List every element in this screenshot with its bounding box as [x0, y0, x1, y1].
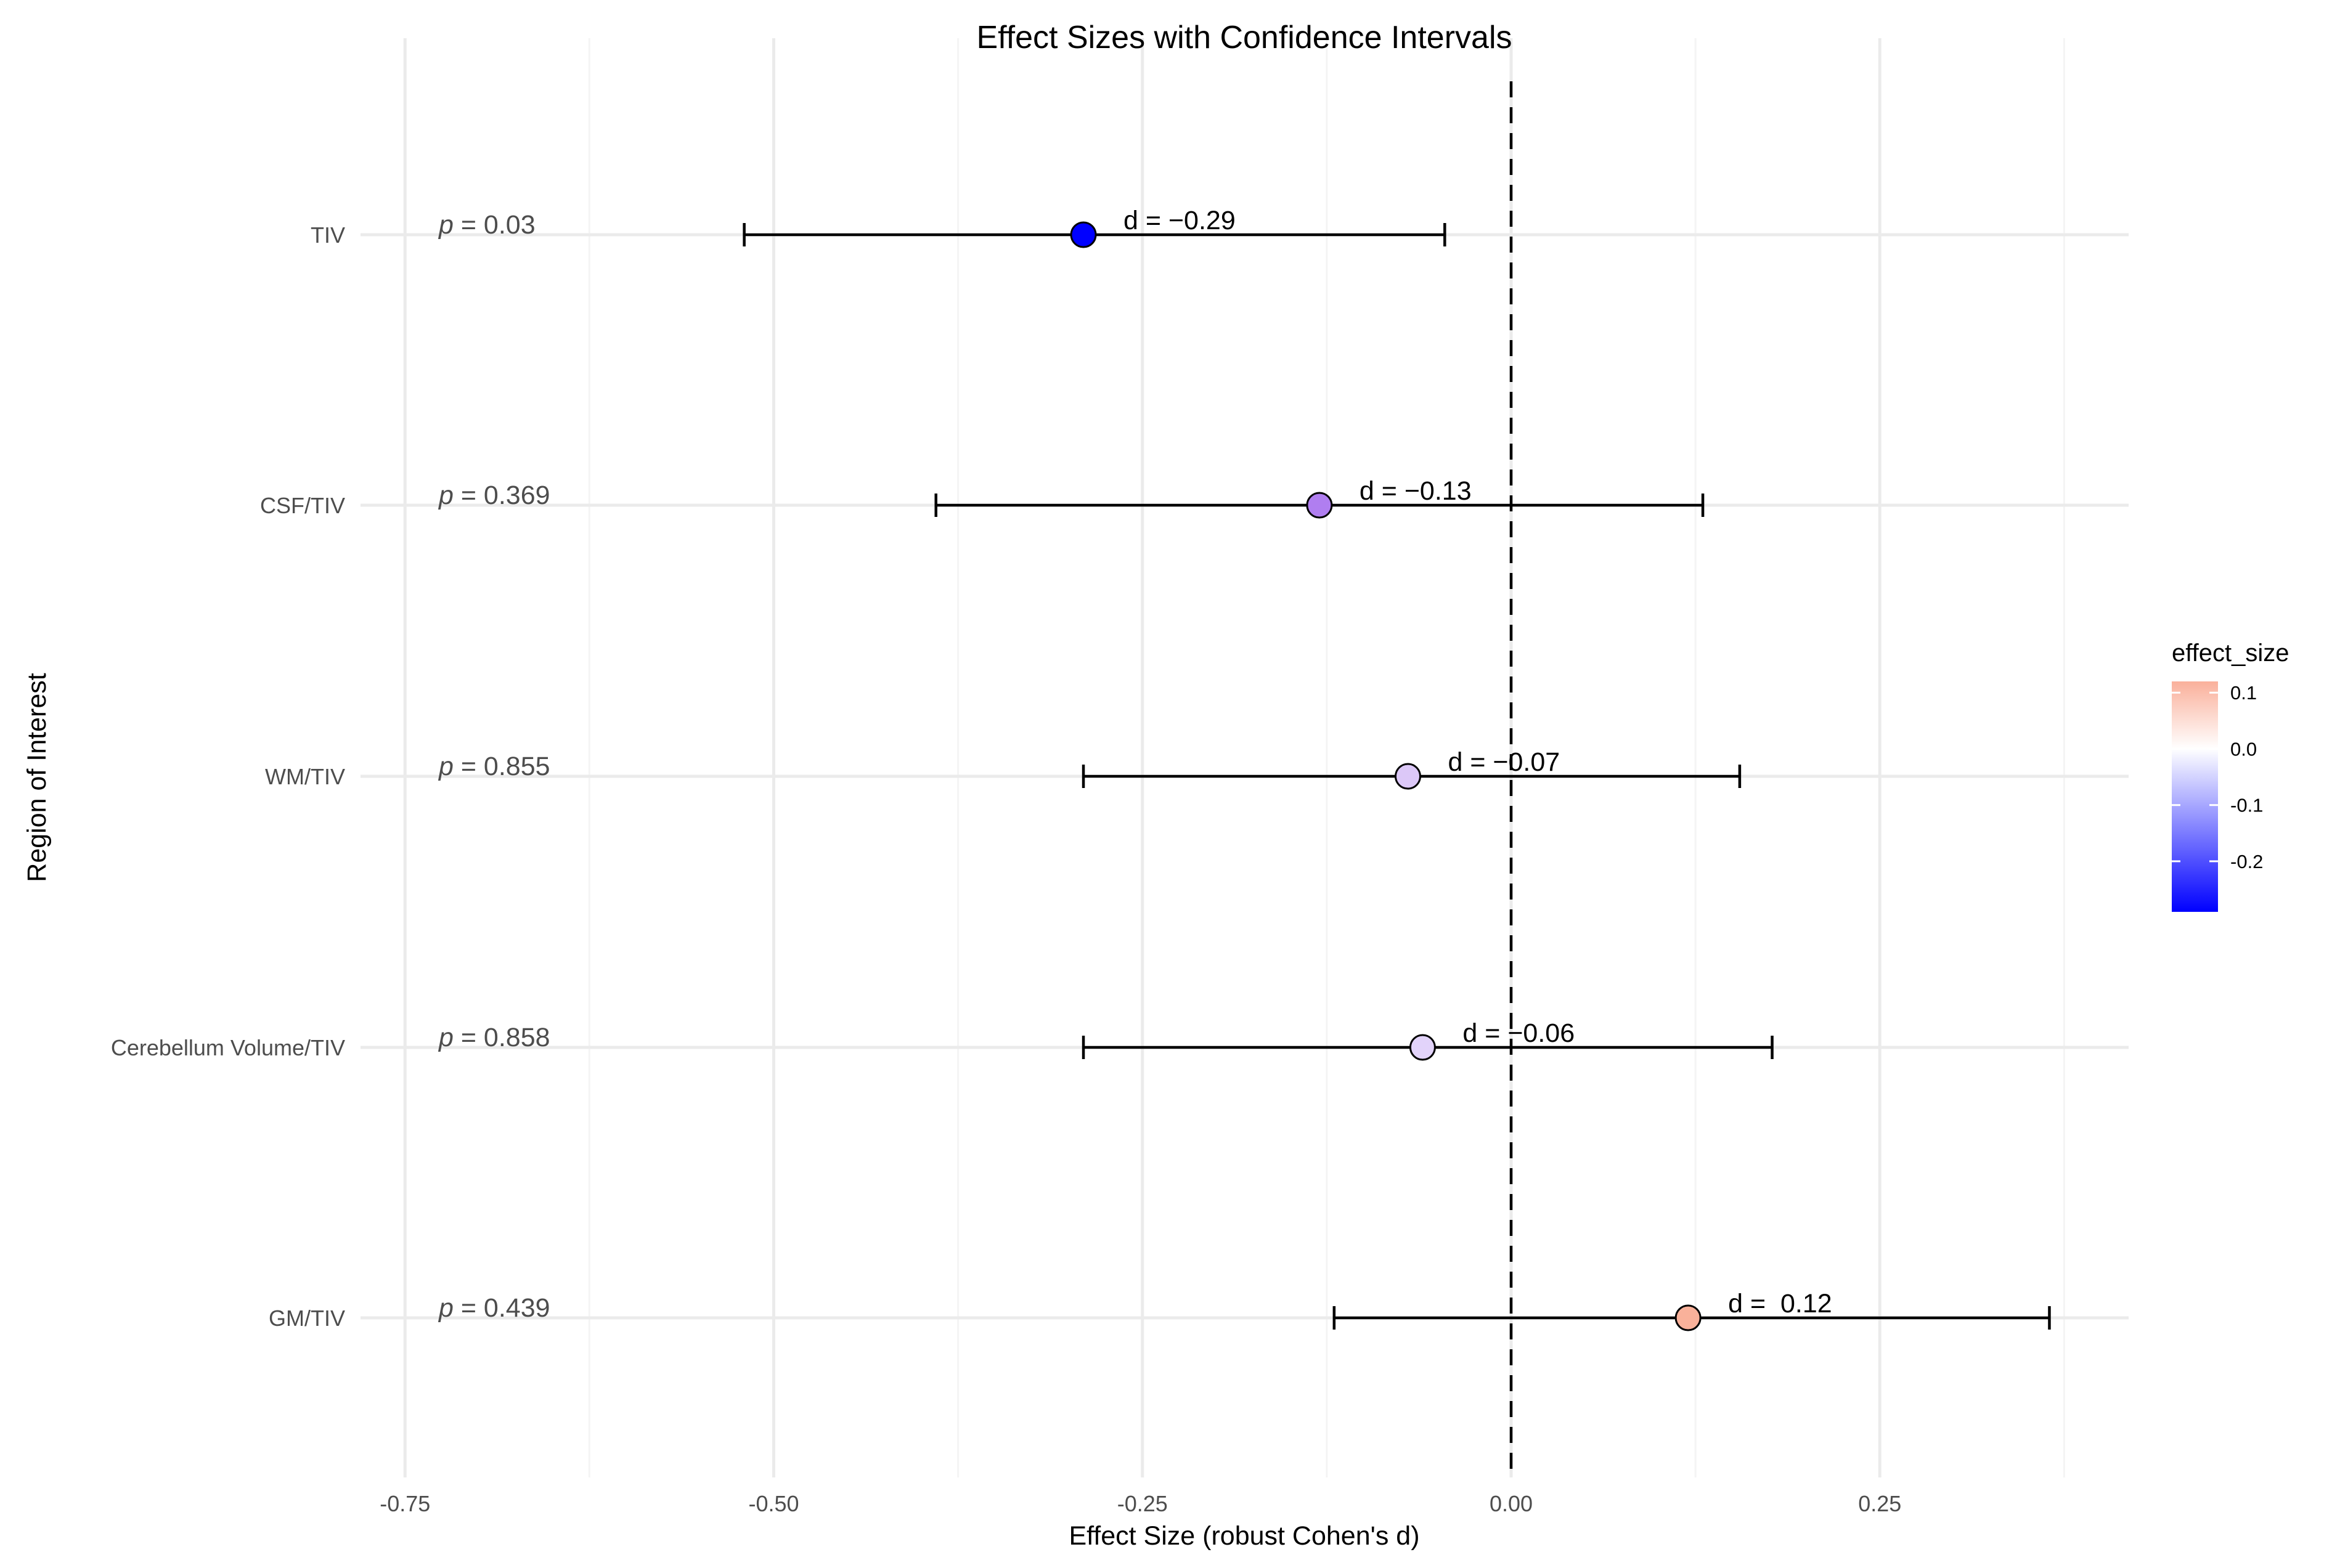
effect-label: d = 0.12: [1728, 1289, 1832, 1318]
row-tiv: d = −0.29 p = 0.03: [438, 206, 1446, 248]
row-cerebellum-volume-tiv: d = −0.06 p = 0.858: [438, 1018, 1774, 1061]
x-tick-label: 0.25: [1858, 1491, 1901, 1516]
row-wm-tiv: d = −0.07 p = 0.855: [438, 747, 1742, 790]
y-tick-label: TIV: [311, 222, 345, 248]
effect-point: [1409, 1034, 1436, 1061]
p-symbol: p: [438, 752, 454, 781]
row-gm-tiv: d = 0.12 p = 0.439: [438, 1289, 2051, 1331]
effect-label: d = −0.29: [1123, 206, 1236, 235]
legend-break-label: -0.2: [2230, 851, 2263, 872]
y-axis-title: Region of Interest: [22, 673, 52, 882]
y-tick-label: GM/TIV: [269, 1306, 345, 1331]
x-tick-label: -0.75: [380, 1491, 430, 1516]
p-symbol: p: [438, 210, 454, 240]
p-symbol: p: [438, 1023, 454, 1052]
effect-point: [1394, 763, 1421, 790]
p-value: = 0.369: [454, 481, 550, 510]
effect-label: d = −0.07: [1448, 747, 1560, 777]
y-tick-label: WM/TIV: [265, 764, 345, 789]
legend-break-label: 0.1: [2230, 682, 2257, 704]
legend: effect_size 0.1 0.0 -0.1 -0.2: [2172, 640, 2289, 912]
p-value-label: p = 0.369: [438, 481, 550, 510]
p-value: = 0.439: [454, 1293, 550, 1323]
effect-point: [1070, 221, 1097, 248]
y-tick-label: CSF/TIV: [260, 493, 345, 518]
legend-title: effect_size: [2172, 640, 2289, 667]
p-value: = 0.855: [454, 752, 550, 781]
legend-break-label: -0.1: [2230, 795, 2263, 816]
chart-title: Effect Sizes with Confidence Intervals: [976, 20, 1512, 55]
x-tick-label: -0.25: [1117, 1491, 1168, 1516]
legend-colorbar: [2172, 681, 2218, 912]
p-value-label: p = 0.855: [438, 752, 550, 781]
p-symbol: p: [438, 1293, 454, 1323]
x-axis-title: Effect Size (robust Cohen's d): [1069, 1521, 1419, 1551]
legend-breaks: 0.1 0.0 -0.1 -0.2: [2172, 682, 2263, 872]
legend-break-label: 0.0: [2230, 738, 2257, 760]
effect-label: d = −0.13: [1360, 476, 1472, 506]
p-value-label: p = 0.439: [438, 1293, 550, 1323]
p-value-label: p = 0.03: [438, 210, 536, 240]
x-axis-ticks: -0.75 -0.50 -0.25 0.00 0.25: [380, 1491, 1901, 1516]
p-value-label: p = 0.858: [438, 1023, 550, 1052]
y-tick-label: Cerebellum Volume/TIV: [111, 1035, 345, 1060]
x-tick-label: 0.00: [1490, 1491, 1533, 1516]
effect-label: d = −0.06: [1462, 1018, 1575, 1048]
p-value: = 0.03: [454, 210, 536, 240]
effect-point: [1306, 492, 1333, 519]
p-value: = 0.858: [454, 1023, 550, 1052]
x-tick-label: -0.50: [748, 1491, 799, 1516]
y-axis-ticks: TIV CSF/TIV WM/TIV Cerebellum Volume/TIV GM/…: [111, 222, 345, 1331]
p-symbol: p: [438, 481, 454, 510]
effect-point: [1674, 1304, 1702, 1331]
row-csf-tiv: d = −0.13 p = 0.369: [438, 476, 1705, 519]
